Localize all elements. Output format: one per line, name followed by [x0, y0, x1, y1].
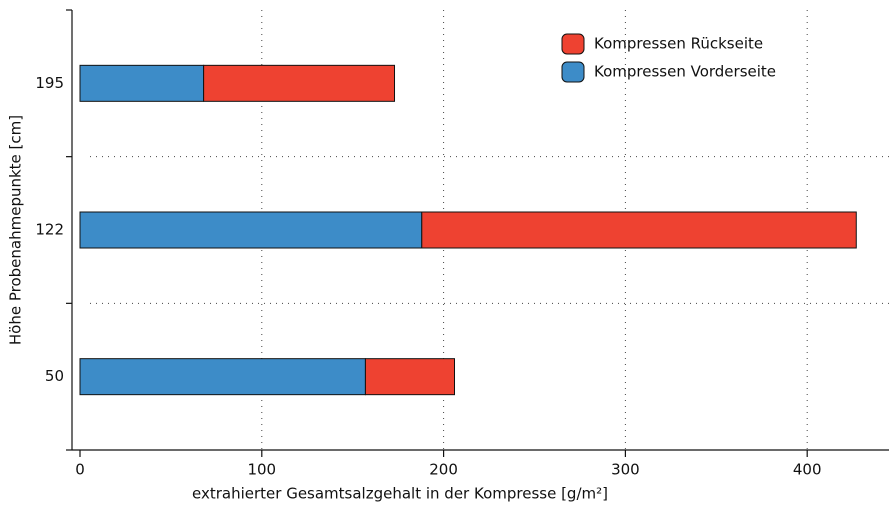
- legend-swatch: [561, 61, 585, 83]
- x-tick-label: 0: [75, 461, 85, 479]
- bar: [203, 64, 396, 102]
- legend-swatch: [561, 33, 585, 55]
- x-tick-label: 300: [611, 461, 640, 479]
- bar: [79, 64, 205, 102]
- bar: [421, 211, 857, 249]
- bar: [79, 211, 423, 249]
- legend-label: Kompressen Vorderseite: [594, 63, 776, 81]
- x-tick-label: 200: [429, 461, 458, 479]
- legend-label: Kompressen Rückseite: [594, 35, 763, 53]
- y-tick-label: 195: [35, 74, 64, 92]
- bar: [364, 358, 456, 396]
- x-tick-label: 100: [247, 461, 276, 479]
- x-axis-label: extrahierter Gesamtsalzgehalt in der Kom…: [192, 485, 608, 503]
- x-tick-label: 400: [793, 461, 822, 479]
- bar: [79, 358, 366, 396]
- y-axis-label: Höhe Probenahmepunkte [cm]: [7, 115, 25, 345]
- y-tick-label: 50: [45, 367, 64, 385]
- y-tick-label: 122: [35, 221, 64, 239]
